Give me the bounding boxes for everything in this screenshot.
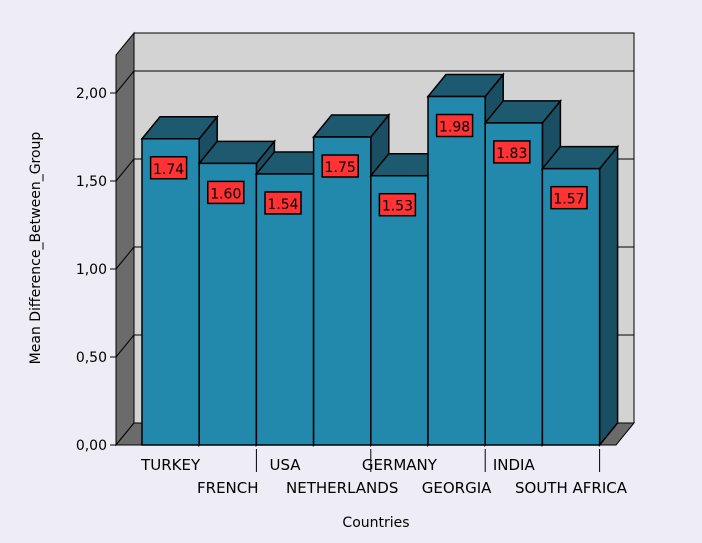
gridline-side [115,70,135,94]
data-label-box [264,191,302,215]
bar [312,136,372,446]
x-tick-label: NETHERLANDS [286,479,398,497]
data-label: 1.60 [210,186,241,202]
x-tick-label: TURKEY [140,456,201,474]
x-tick-label: USA [269,456,301,474]
data-label-box [149,156,188,180]
x-tick-label: FRENCH [197,479,259,497]
data-label: 1.75 [325,160,356,176]
bar-side [598,144,619,448]
data-label: 1.57 [553,192,584,208]
gridline-side [115,246,135,270]
data-label-box [207,180,245,205]
y-tick-label: 0,50 [76,350,107,366]
bar [255,173,315,446]
data-label: 1.53 [382,199,413,215]
plot-side-wall [115,31,135,447]
data-label: 1.83 [496,146,527,162]
y-tick-label: 2,00 [76,86,107,102]
bar [484,122,544,446]
data-label-box [493,140,531,164]
data-label: 1.98 [439,120,470,136]
x-tick-label: SOUTH AFRICA [515,479,628,497]
data-label-box [321,154,359,178]
bar [541,167,601,446]
x-tick-label: GERMANY [362,456,438,474]
data-label: 1.54 [267,197,298,213]
gridline-side [115,334,135,358]
data-label-box [435,113,474,138]
x-tick-label: INDIA [493,456,536,474]
y-tick-label: 1,50 [76,174,107,190]
x-tick-label: GEORGIA [422,479,492,497]
data-label: 1.74 [153,162,184,178]
gridline-side [115,158,135,182]
y-axis-title: Mean Difference_Between_Group [28,132,44,365]
x-axis-title: Countries [342,515,409,531]
y-tick-label: 1,00 [76,262,107,278]
bar [198,162,258,446]
bar [427,95,486,446]
bar [141,138,200,446]
data-label-box [550,185,588,210]
bar [370,174,429,446]
y-tick-label: 0,00 [76,438,107,454]
data-label-box [378,192,417,217]
